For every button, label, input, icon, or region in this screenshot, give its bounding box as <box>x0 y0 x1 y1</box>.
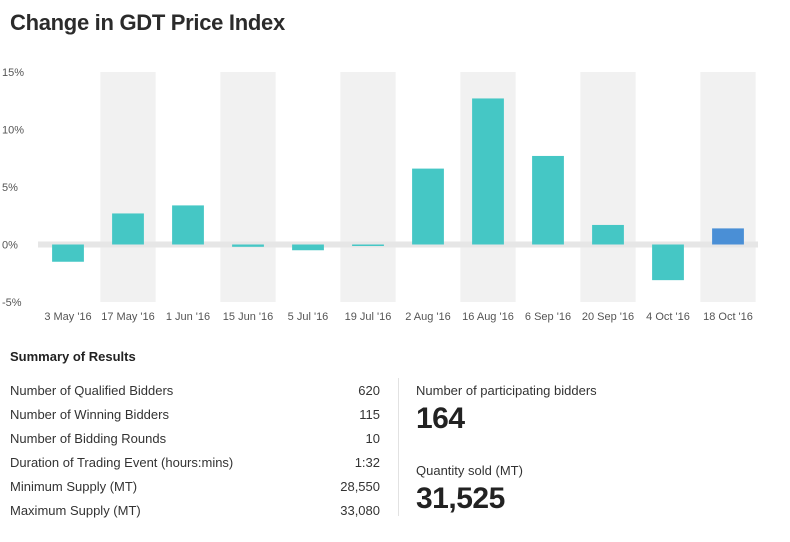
chart-title: Change in GDT Price Index <box>10 10 285 35</box>
bar[interactable] <box>352 244 384 247</box>
x-tick-label: 15 Jun '16 <box>223 311 273 323</box>
column-band <box>100 72 156 302</box>
summary-title: Summary of Results <box>10 349 136 364</box>
bar[interactable] <box>412 168 444 245</box>
summary-row-minimum-supply: Minimum Supply (MT) 28,550 <box>10 475 380 499</box>
participating-bidders-label: Number of participating bidders <box>416 383 597 398</box>
x-tick-label: 1 Jun '16 <box>166 311 210 323</box>
x-tick-label: 2 Aug '16 <box>405 311 451 323</box>
y-tick-label: 0% <box>2 240 18 252</box>
y-tick-label: 5% <box>2 182 18 194</box>
y-tick-label: -5% <box>2 297 22 309</box>
zero-line <box>38 241 758 248</box>
column-band <box>340 72 396 302</box>
summary-value: 620 <box>358 383 380 398</box>
summary-label: Number of Bidding Rounds <box>10 431 167 446</box>
summary-label: Maximum Supply (MT) <box>10 503 141 518</box>
quantity-sold-value: 31,525 <box>416 482 505 515</box>
summary-value: 33,080 <box>340 503 380 518</box>
x-tick-label: 6 Sep '16 <box>525 311 571 323</box>
summary-table: Number of Qualified Bidders 620 Number o… <box>10 379 380 523</box>
participating-bidders-value: 164 <box>416 402 465 435</box>
y-tick-label: 15% <box>2 67 24 79</box>
summary-row-qualified-bidders: Number of Qualified Bidders 620 <box>10 379 380 403</box>
quantity-sold-label: Quantity sold (MT) <box>416 463 523 478</box>
x-tick-label: 3 May '16 <box>44 311 91 323</box>
bar[interactable] <box>472 98 504 245</box>
summary-row-maximum-supply: Maximum Supply (MT) 33,080 <box>10 499 380 523</box>
bar-chart: 15% 10% 5% 0% -5% 3 May '16 17 May '16 1 Jun '… <box>2 67 758 323</box>
bar[interactable] <box>112 213 144 245</box>
x-tick-label: 18 Oct '16 <box>703 311 753 323</box>
column-band <box>700 72 756 302</box>
summary-row-winning-bidders: Number of Winning Bidders 115 <box>10 403 380 427</box>
summary-value: 115 <box>359 407 380 422</box>
x-tick-label: 4 Oct '16 <box>646 311 690 323</box>
x-tick-label: 5 Jul '16 <box>288 311 329 323</box>
x-tick-label: 20 Sep '16 <box>582 311 634 323</box>
bar[interactable] <box>532 155 564 245</box>
summary-value: 1:32 <box>354 455 380 470</box>
x-tick-label: 16 Aug '16 <box>462 311 514 323</box>
bar[interactable] <box>592 224 624 245</box>
bar[interactable] <box>652 244 684 281</box>
bar[interactable] <box>172 205 204 245</box>
column-band <box>580 72 636 302</box>
summary-label: Number of Winning Bidders <box>10 407 169 422</box>
summary-divider <box>398 378 399 516</box>
bar[interactable] <box>292 244 324 251</box>
summary-row-duration: Duration of Trading Event (hours:mins) 1… <box>10 451 380 475</box>
column-band <box>220 72 276 302</box>
summary-row-bidding-rounds: Number of Bidding Rounds 10 <box>10 427 380 451</box>
x-tick-label: 19 Jul '16 <box>345 311 392 323</box>
bar[interactable] <box>712 228 744 245</box>
bar[interactable] <box>52 244 84 262</box>
bar[interactable] <box>232 244 264 247</box>
summary-label: Number of Qualified Bidders <box>10 383 174 398</box>
summary-label: Minimum Supply (MT) <box>10 479 138 494</box>
y-tick-label: 10% <box>2 125 24 137</box>
summary-value: 28,550 <box>340 479 380 494</box>
summary-value: 10 <box>365 431 380 446</box>
summary-label: Duration of Trading Event (hours:mins) <box>10 455 234 470</box>
x-tick-label: 17 May '16 <box>101 311 154 323</box>
